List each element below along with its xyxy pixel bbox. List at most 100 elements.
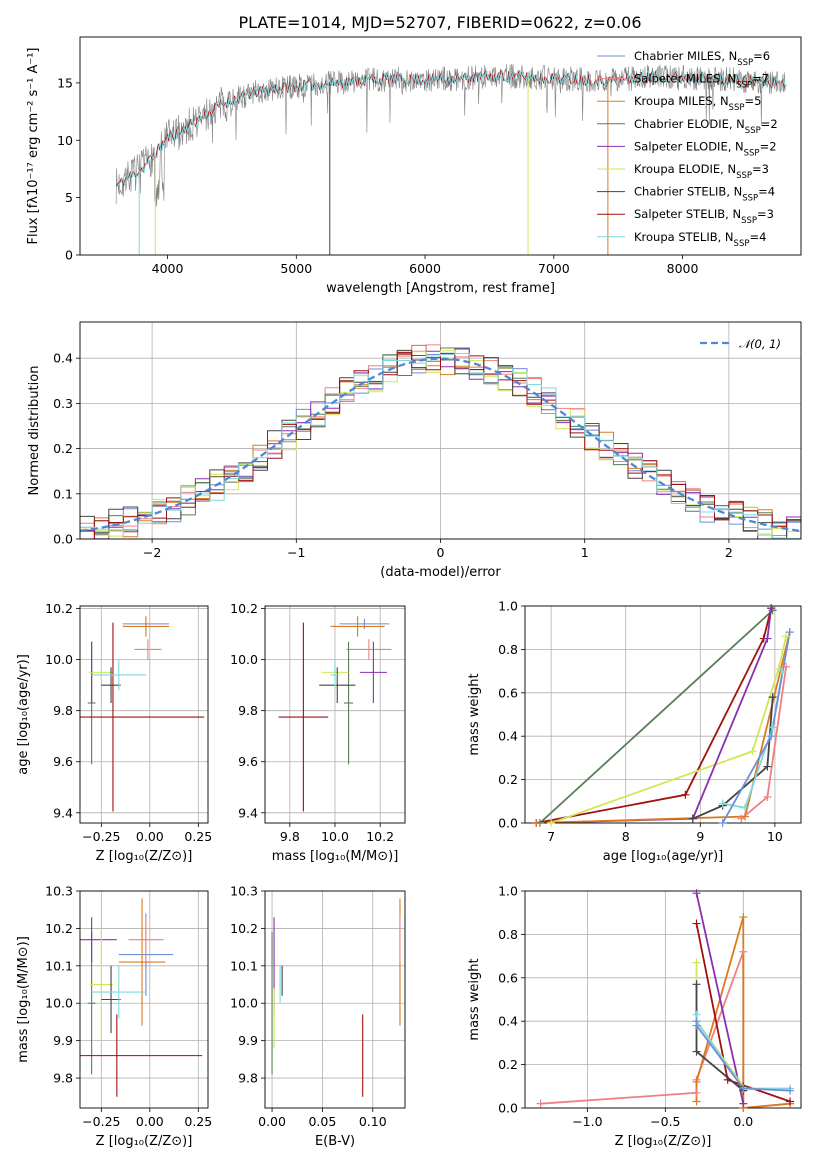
y-axis-label: mass weight <box>467 958 482 1040</box>
x-tick-label: 0.25 <box>184 829 212 844</box>
weight-marker <box>763 634 772 643</box>
y-axis-label: Flux [fλ10⁻¹⁷ erg cm⁻² s⁻¹ A⁻¹] <box>26 48 41 245</box>
legend-entry: Kroupa MILES, NSSP=5 <box>634 94 761 113</box>
legend-entry: Kroupa STELIB, NSSP=4 <box>634 230 766 249</box>
legend-entry: Salpeter ELODIE, NSSP=2 <box>634 139 777 158</box>
weight-marker <box>739 913 748 922</box>
x-axis-label: Z [log₁₀(Z/Z⊙)] <box>615 1134 712 1149</box>
weight-line <box>550 636 787 823</box>
legend-label: Chabrier STELIB, N <box>634 185 742 199</box>
y-tick-label: 0.2 <box>53 441 73 456</box>
legend-subscript: SSP <box>737 58 753 68</box>
x-axis-label: wavelength [Angstrom, rest frame] <box>326 281 555 296</box>
y-tick-label: 5 <box>65 190 73 205</box>
weight-marker <box>768 723 777 732</box>
y-tick-label: 10.1 <box>230 958 258 973</box>
weight-marker <box>739 1099 748 1108</box>
x-axis-label: age [log₁₀(age/yr)] <box>603 849 724 864</box>
y-tick-label: 9.8 <box>238 1071 258 1086</box>
y-tick-label: 1.0 <box>498 884 518 899</box>
weight-marker <box>718 819 727 827</box>
y-tick-label: 10.2 <box>230 601 258 616</box>
legend-label: Kroupa ELODIE, N <box>634 162 736 176</box>
axes-frame <box>264 890 406 1109</box>
legend-subscript: SSP <box>741 216 757 226</box>
y-tick-label: 10.1 <box>45 958 73 973</box>
weight-marker <box>778 667 787 676</box>
chart-title: PLATE=1014, MJD=52707, FIBERID=0622, z=0… <box>238 13 641 32</box>
axes-frame <box>524 605 802 824</box>
y-tick-label: 10.2 <box>45 601 73 616</box>
y-tick-label: 0.0 <box>498 816 518 831</box>
plot-area <box>80 344 801 539</box>
legend-value: =5 <box>744 94 761 108</box>
legend-value: =7 <box>752 72 769 86</box>
x-tick-label: 0.25 <box>184 1114 212 1129</box>
legend-entry: Kroupa ELODIE, NSSP=3 <box>634 162 769 181</box>
axes-frame <box>79 321 802 540</box>
x-axis-label: Z [log₁₀(Z/Z⊙)] <box>96 1134 193 1149</box>
x-tick-label: 8000 <box>667 261 699 276</box>
plot-area <box>536 607 791 823</box>
panel-age_vs_mass: 9.8 10.0 10.2 9.4 9.6 9.8 10.0 10.2 mass [log₁₀(… <box>230 601 406 864</box>
y-tick-label: 9.6 <box>53 754 73 769</box>
weight-marker <box>768 693 777 702</box>
axes-frame <box>524 890 802 1109</box>
panel-mass_vs_Z: −0.25 0.00 0.25 9.8 9.9 10.0 10.1 10.2 10.3 Z [lo… <box>16 884 212 1150</box>
axes-frame <box>79 890 209 1109</box>
weight-marker <box>737 814 746 823</box>
x-tick-label: 1 <box>581 545 589 560</box>
legend-label: 𝒩(0, 1) <box>739 337 781 351</box>
weight-marker <box>692 919 701 928</box>
legend-entry: Chabrier STELIB, NSSP=4 <box>634 185 775 204</box>
weight-marker <box>536 1099 545 1108</box>
y-tick-label: 0.2 <box>498 1057 518 1072</box>
weight-marker <box>767 604 776 613</box>
y-tick-label: 10.3 <box>45 884 73 899</box>
panel-residuals: −2 −1 0 1 2 0.0 0.1 0.2 0.3 0.4 (data-model)/error… <box>27 321 802 580</box>
y-tick-label: 0.4 <box>53 351 73 366</box>
weight-marker <box>532 819 541 827</box>
x-tick-label: −0.25 <box>82 829 120 844</box>
x-tick-label: 0 <box>437 545 445 560</box>
legend-entry: Salpeter STELIB, NSSP=3 <box>634 207 774 226</box>
y-tick-label: 0.6 <box>498 970 518 985</box>
y-tick-label: 10 <box>57 133 73 148</box>
legend-entry: Salpeter MILES, NSSP=7 <box>634 72 769 91</box>
x-tick-label: 0.10 <box>359 1114 387 1129</box>
y-tick-label: 0.8 <box>498 642 518 657</box>
weight-marker <box>718 799 727 808</box>
weight-marker <box>692 1047 701 1056</box>
x-tick-label: 9.8 <box>280 829 300 844</box>
x-axis-label: mass [log₁₀(M/M⊙)] <box>272 849 399 864</box>
weight-line <box>536 608 773 823</box>
plot-area <box>80 898 203 1097</box>
x-tick-label: −2 <box>143 545 161 560</box>
y-tick-label: 15 <box>57 75 73 90</box>
weight-marker <box>547 819 556 827</box>
legend-subscript: SSP <box>742 194 758 204</box>
weight-marker <box>786 1097 795 1106</box>
weight-line <box>695 916 791 1108</box>
weight-line <box>695 962 745 1087</box>
weight-marker <box>763 762 772 771</box>
axes-frame <box>264 605 406 824</box>
x-tick-label: 8 <box>622 829 630 844</box>
y-tick-label: 0.0 <box>498 1101 518 1116</box>
legend-value: =2 <box>760 139 777 153</box>
legend-subscript: SSP <box>745 126 761 136</box>
x-tick-label: 10.2 <box>366 829 394 844</box>
y-tick-label: 9.9 <box>238 1033 258 1048</box>
y-tick-label: 0.2 <box>498 772 518 787</box>
legend-entry: Chabrier MILES, NSSP=6 <box>634 49 770 68</box>
weight-marker <box>723 1075 732 1084</box>
legend-subscript: SSP <box>734 239 750 249</box>
y-tick-label: 9.4 <box>238 805 258 820</box>
x-tick-label: 9 <box>696 829 704 844</box>
weight-marker <box>681 790 690 799</box>
weight-marker <box>692 1021 701 1030</box>
weight-line <box>695 893 745 1104</box>
legend-value: =4 <box>758 185 775 199</box>
legend-value: =4 <box>749 230 766 244</box>
